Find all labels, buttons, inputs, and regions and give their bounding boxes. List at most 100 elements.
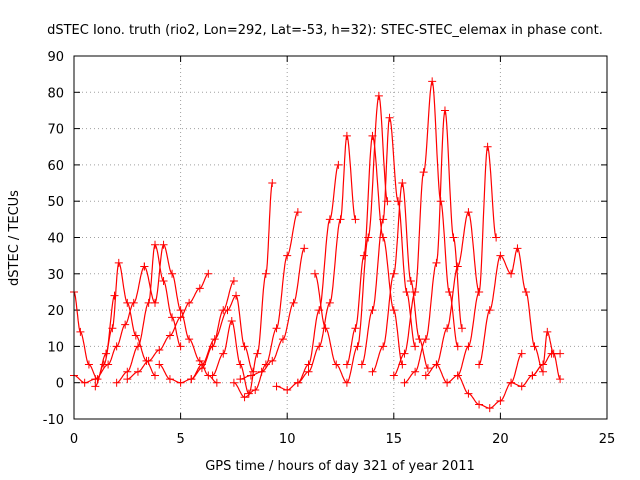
data-point [251, 385, 260, 394]
series-line [116, 244, 181, 384]
data-point [385, 113, 394, 122]
data-point [464, 208, 473, 217]
series-7 [187, 291, 258, 384]
data-point [389, 269, 398, 278]
data-point [464, 389, 473, 398]
data-point [232, 291, 241, 300]
data-point [475, 400, 484, 409]
data-point [112, 342, 121, 351]
data-point [197, 360, 206, 369]
data-point [421, 335, 430, 344]
data-point [272, 324, 281, 333]
data-point [528, 371, 537, 380]
data-point [406, 277, 415, 286]
data-point [210, 335, 219, 344]
data-point [432, 258, 441, 267]
data-point [507, 269, 516, 278]
data-point [543, 327, 552, 336]
data-point [195, 284, 204, 293]
data-point [244, 389, 253, 398]
data-point [123, 375, 132, 384]
data-point [325, 298, 334, 307]
data-point [165, 375, 174, 384]
series-9 [229, 208, 302, 402]
data-point [133, 367, 142, 376]
data-point [110, 291, 119, 300]
data-point [342, 131, 351, 140]
data-point [453, 262, 462, 271]
data-point [342, 360, 351, 369]
data-point [334, 160, 343, 169]
series-line [532, 353, 561, 376]
data-point [227, 316, 236, 325]
data-point [176, 313, 185, 322]
data-point [310, 269, 319, 278]
data-point [168, 269, 177, 278]
data-point [236, 360, 245, 369]
data-point [440, 106, 449, 115]
data-point [140, 262, 149, 271]
data-point [379, 342, 388, 351]
data-point [223, 306, 232, 315]
x-tick-label: 25 [599, 432, 616, 447]
series-17 [389, 77, 462, 380]
data-point [151, 240, 160, 249]
series-line [233, 211, 299, 398]
data-point [283, 251, 292, 260]
data-point [496, 251, 505, 260]
data-point [432, 360, 441, 369]
data-point [513, 244, 522, 253]
data-point [342, 378, 351, 387]
data-point [453, 371, 462, 380]
data-point [530, 342, 539, 351]
series-24 [528, 349, 565, 380]
series-16 [368, 179, 432, 376]
data-point [394, 197, 403, 206]
series-line [73, 266, 145, 384]
data-point [419, 168, 428, 177]
y-tick-label: 70 [47, 123, 64, 138]
data-point [379, 215, 388, 224]
data-point [76, 327, 85, 336]
data-point [123, 367, 132, 376]
data-point [144, 356, 153, 365]
data-point [159, 240, 168, 249]
series-line [478, 247, 544, 373]
series-3 [112, 240, 185, 387]
series-line [212, 182, 273, 395]
data-point [208, 371, 217, 380]
series-22 [475, 244, 548, 376]
data-point [91, 382, 100, 391]
data-point [176, 378, 185, 387]
data-point [485, 306, 494, 315]
data-point [293, 208, 302, 217]
data-point [155, 360, 164, 369]
data-point [185, 335, 194, 344]
chart-title: dSTEC Iono. truth (rio2, Lon=292, Lat=-5… [47, 23, 603, 38]
series-line [276, 164, 339, 391]
data-point [423, 364, 432, 373]
data-point [357, 360, 366, 369]
data-point [300, 244, 309, 253]
series-4 [140, 240, 221, 387]
data-point [268, 356, 277, 365]
data-point [278, 335, 287, 344]
series-11 [272, 160, 343, 394]
data-point [195, 356, 204, 365]
data-point [351, 215, 360, 224]
data-point [133, 342, 142, 351]
data-point [445, 287, 454, 296]
x-tick-label: 10 [279, 432, 296, 447]
series-line [436, 146, 497, 384]
data-point [539, 367, 548, 376]
series-15 [357, 113, 420, 369]
data-point [398, 179, 407, 188]
data-point [283, 385, 292, 394]
data-point [556, 375, 565, 384]
data-point [492, 233, 501, 242]
y-tick-label: 40 [47, 232, 64, 247]
y-tick-label: 80 [47, 86, 64, 101]
data-point [114, 258, 123, 267]
data-point [453, 342, 462, 351]
data-point [268, 179, 277, 188]
